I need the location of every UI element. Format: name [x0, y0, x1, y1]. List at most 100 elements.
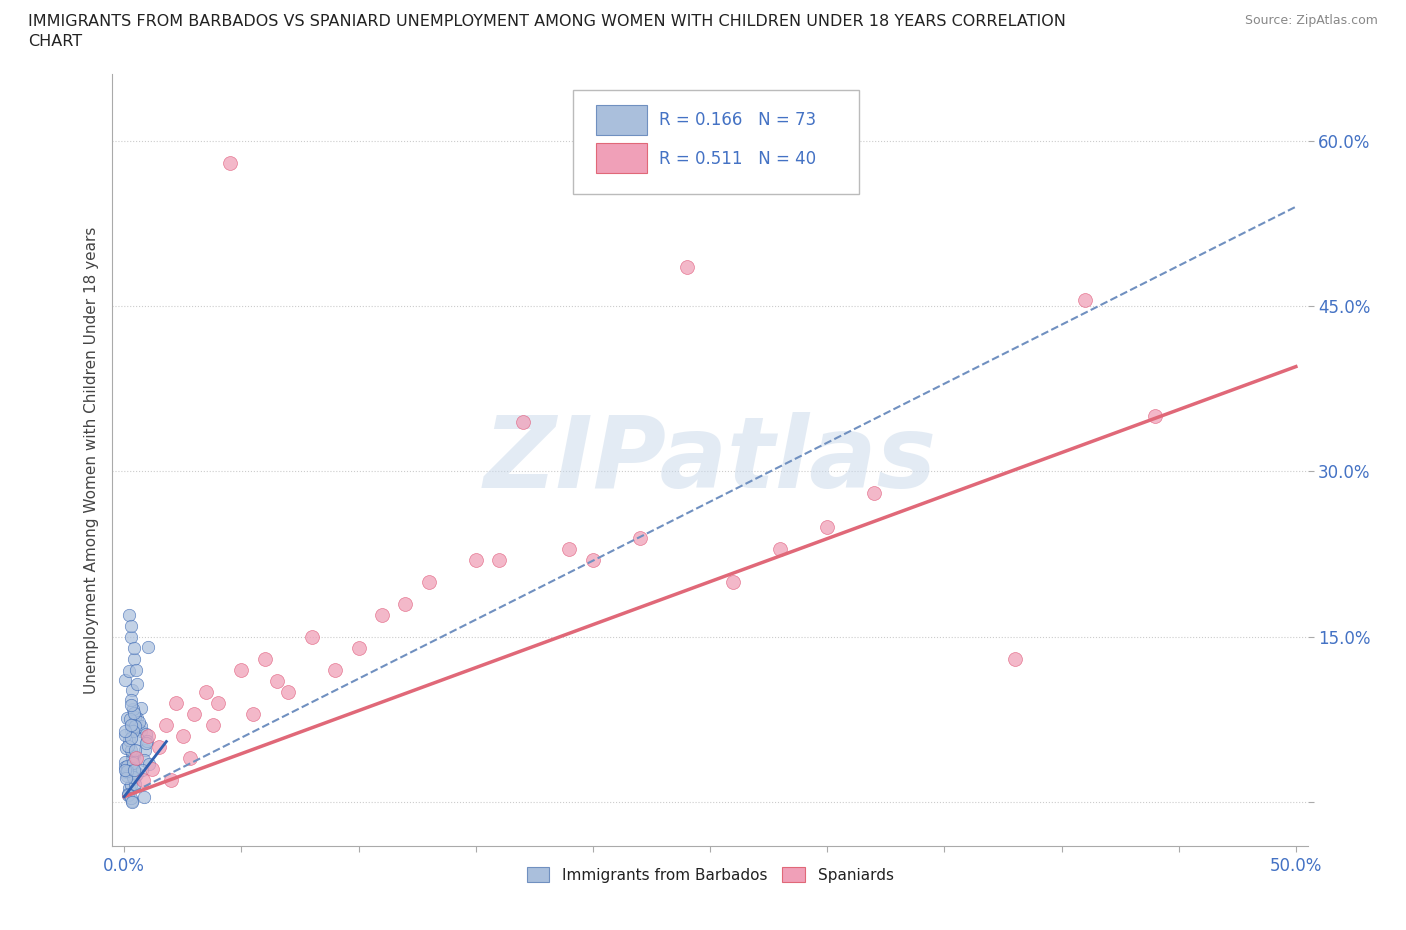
Immigrants from Barbados — [117, 768, 139, 783]
Immigrants from Barbados — [118, 607, 141, 622]
Spaniards — [394, 596, 416, 611]
Immigrants from Barbados — [125, 662, 148, 677]
Immigrants from Barbados — [122, 641, 145, 656]
Y-axis label: Unemployment Among Women with Children Under 18 years: Unemployment Among Women with Children U… — [83, 227, 98, 694]
Immigrants from Barbados — [114, 727, 136, 742]
Immigrants from Barbados — [120, 618, 142, 633]
Spaniards — [675, 260, 697, 275]
Spaniards — [207, 696, 229, 711]
Immigrants from Barbados — [128, 714, 150, 729]
Immigrants from Barbados — [120, 777, 142, 792]
Immigrants from Barbados — [118, 711, 141, 726]
Immigrants from Barbados — [118, 664, 141, 679]
Immigrants from Barbados — [114, 740, 136, 755]
Immigrants from Barbados — [121, 794, 143, 809]
Immigrants from Barbados — [121, 683, 143, 698]
Spaniards — [202, 718, 225, 733]
Spaniards — [136, 728, 159, 743]
Immigrants from Barbados — [117, 787, 139, 802]
Spaniards — [218, 155, 240, 170]
Immigrants from Barbados — [114, 724, 136, 738]
Immigrants from Barbados — [136, 640, 159, 655]
Spaniards — [628, 530, 651, 545]
Spaniards — [488, 552, 510, 567]
Spaniards — [125, 751, 148, 765]
Spaniards — [155, 718, 177, 733]
Immigrants from Barbados — [124, 777, 146, 791]
Immigrants from Barbados — [118, 780, 141, 795]
Immigrants from Barbados — [118, 733, 141, 748]
Legend: Immigrants from Barbados, Spaniards: Immigrants from Barbados, Spaniards — [520, 860, 900, 889]
Spaniards — [195, 684, 218, 699]
Immigrants from Barbados — [127, 765, 149, 780]
Immigrants from Barbados — [127, 711, 149, 725]
Immigrants from Barbados — [122, 748, 145, 763]
Immigrants from Barbados — [124, 769, 146, 784]
Immigrants from Barbados — [120, 790, 142, 805]
Immigrants from Barbados — [127, 732, 149, 747]
FancyBboxPatch shape — [572, 90, 859, 194]
Immigrants from Barbados — [127, 677, 149, 692]
Spaniards — [464, 552, 486, 567]
Spaniards — [141, 762, 163, 777]
Spaniards — [347, 641, 370, 656]
Spaniards — [512, 415, 534, 430]
Immigrants from Barbados — [120, 742, 142, 757]
Immigrants from Barbados — [129, 718, 152, 733]
Immigrants from Barbados — [121, 753, 143, 768]
Spaniards — [160, 773, 183, 788]
Text: R = 0.166   N = 73: R = 0.166 N = 73 — [658, 111, 815, 129]
Spaniards — [266, 673, 288, 688]
Immigrants from Barbados — [136, 734, 159, 749]
Immigrants from Barbados — [124, 705, 146, 720]
Spaniards — [582, 552, 605, 567]
Immigrants from Barbados — [122, 755, 145, 770]
Spaniards — [242, 707, 264, 722]
Immigrants from Barbados — [120, 693, 142, 708]
Immigrants from Barbados — [120, 630, 142, 644]
FancyBboxPatch shape — [596, 143, 647, 173]
Immigrants from Barbados — [132, 752, 155, 767]
Immigrants from Barbados — [124, 743, 146, 758]
Text: ZIPatlas: ZIPatlas — [484, 412, 936, 509]
Immigrants from Barbados — [127, 767, 149, 782]
Spaniards — [323, 662, 346, 677]
FancyBboxPatch shape — [596, 104, 647, 135]
Immigrants from Barbados — [122, 701, 145, 716]
Immigrants from Barbados — [124, 718, 146, 733]
Immigrants from Barbados — [132, 789, 155, 804]
Text: Source: ZipAtlas.com: Source: ZipAtlas.com — [1244, 14, 1378, 27]
Spaniards — [277, 684, 299, 699]
Spaniards — [1004, 651, 1026, 666]
Spaniards — [815, 519, 838, 534]
Spaniards — [371, 607, 394, 622]
Immigrants from Barbados — [122, 651, 145, 666]
Immigrants from Barbados — [114, 672, 136, 687]
Text: CHART: CHART — [28, 34, 82, 49]
Spaniards — [723, 574, 745, 589]
Immigrants from Barbados — [138, 757, 160, 772]
Spaniards — [863, 486, 886, 501]
Immigrants from Barbados — [134, 736, 156, 751]
Immigrants from Barbados — [122, 772, 145, 787]
Immigrants from Barbados — [115, 764, 138, 779]
Immigrants from Barbados — [131, 763, 153, 777]
Immigrants from Barbados — [124, 710, 146, 724]
Immigrants from Barbados — [122, 769, 145, 784]
Spaniards — [132, 773, 155, 788]
Spaniards — [253, 651, 276, 666]
Immigrants from Barbados — [115, 771, 138, 786]
Spaniards — [165, 696, 187, 711]
Spaniards — [1144, 409, 1167, 424]
Spaniards — [172, 728, 194, 743]
Spaniards — [231, 662, 253, 677]
Immigrants from Barbados — [120, 723, 142, 737]
Spaniards — [148, 739, 170, 754]
Immigrants from Barbados — [114, 763, 136, 777]
Immigrants from Barbados — [135, 726, 157, 741]
Spaniards — [558, 541, 581, 556]
Immigrants from Barbados — [120, 730, 142, 745]
Spaniards — [1074, 293, 1097, 308]
Text: R = 0.511   N = 40: R = 0.511 N = 40 — [658, 150, 815, 167]
Immigrants from Barbados — [115, 711, 138, 725]
